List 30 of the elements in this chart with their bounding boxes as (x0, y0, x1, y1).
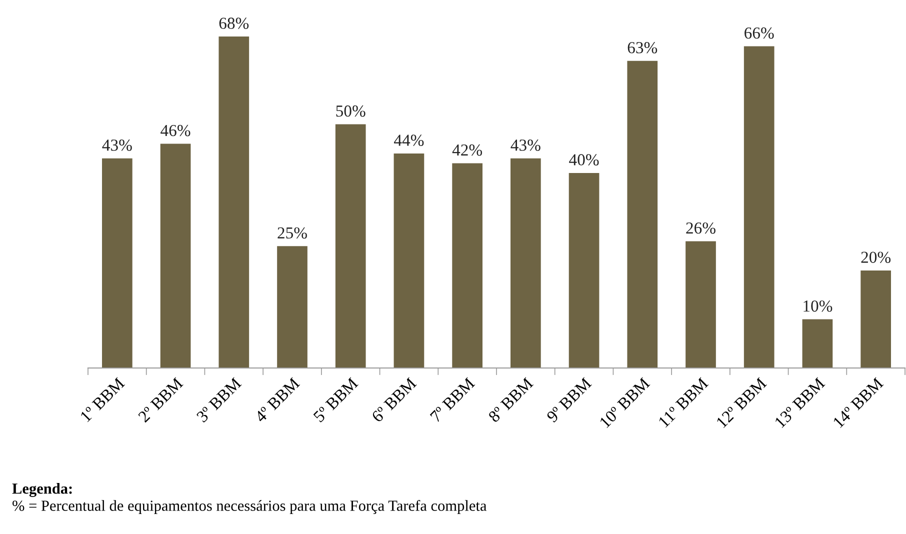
data-label: 10% (804, 300, 832, 312)
bar (510, 158, 541, 368)
data-label: 68% (219, 18, 249, 29)
bar (627, 60, 658, 368)
data-label: 43% (510, 140, 540, 151)
text: Legenda: (12, 483, 72, 497)
data-label: 66% (744, 27, 774, 39)
bar (160, 144, 191, 368)
bar (335, 124, 366, 368)
data-label: 46% (160, 124, 190, 136)
bar (568, 172, 600, 368)
data-label: 20% (861, 252, 891, 263)
data-label: 43% (102, 140, 132, 151)
bar (686, 241, 716, 368)
text: % = Percentual de equipamentos necessários para uma Força Tarefa completa (12, 500, 487, 514)
bar (394, 153, 424, 368)
bar (802, 319, 833, 368)
bar (218, 36, 250, 368)
bar (860, 270, 891, 368)
data-label: 25% (278, 227, 307, 239)
bar (277, 246, 308, 368)
data-label: 50% (336, 105, 366, 117)
bar (744, 46, 774, 368)
data-label: 26% (686, 222, 716, 234)
data-label: 63% (628, 42, 658, 54)
data-label: 42% (452, 144, 482, 156)
data-label: 40% (569, 154, 599, 166)
bar (452, 163, 482, 368)
data-label: 44% (394, 134, 424, 146)
bar (102, 158, 132, 368)
